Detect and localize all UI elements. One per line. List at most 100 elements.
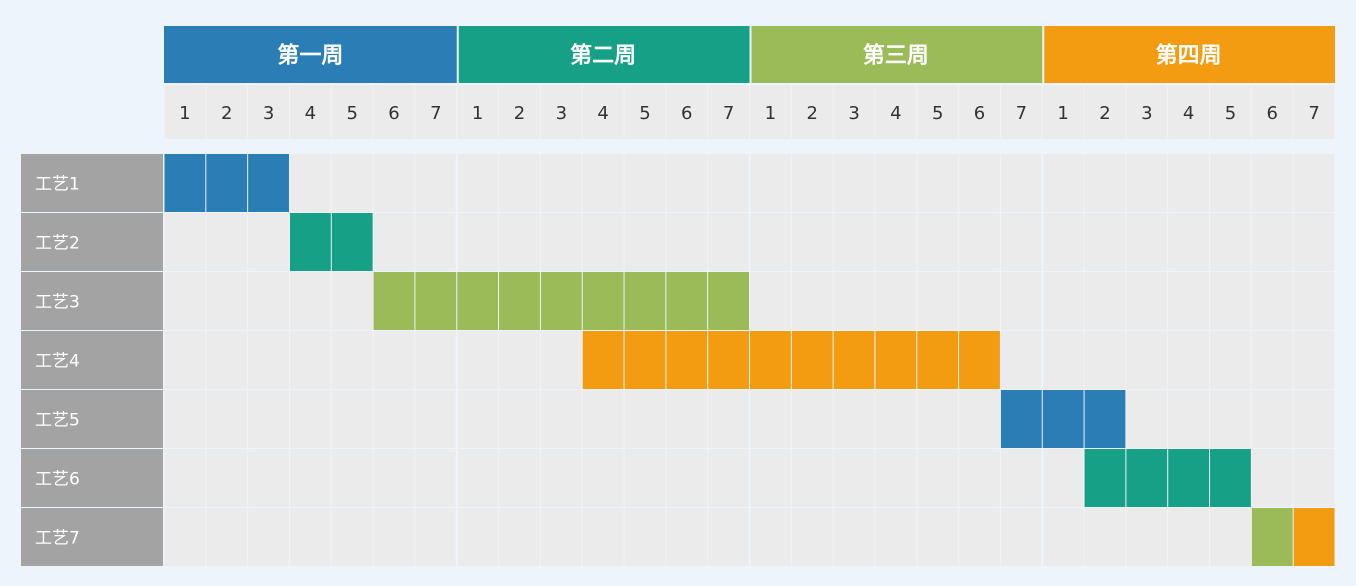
grid-cell bbox=[248, 390, 289, 448]
grid-cell bbox=[1042, 331, 1084, 389]
grid-cell bbox=[582, 213, 624, 271]
day-header-label: 5 bbox=[639, 103, 650, 124]
grid-cell bbox=[164, 390, 206, 448]
grid-cell bbox=[248, 449, 289, 507]
grid-cell bbox=[582, 449, 624, 507]
grid-cell bbox=[875, 449, 917, 507]
task-bar-cell bbox=[415, 272, 457, 330]
grid-cell bbox=[331, 154, 373, 212]
grid-cell bbox=[750, 154, 791, 212]
grid-cell bbox=[666, 154, 708, 212]
task-bar-cell bbox=[248, 154, 289, 212]
day-header-label: 2 bbox=[807, 103, 818, 124]
grid-cell bbox=[959, 508, 1000, 566]
day-header-cell bbox=[289, 85, 331, 139]
grid-cell bbox=[248, 508, 289, 566]
grid-cell bbox=[791, 390, 833, 448]
task-bar-cell bbox=[206, 154, 248, 212]
day-header-cell bbox=[1042, 85, 1084, 139]
grid-cell bbox=[457, 331, 499, 389]
grid-cell bbox=[1042, 154, 1084, 212]
day-header-cell bbox=[1000, 85, 1042, 139]
task-bar-cell bbox=[582, 331, 624, 389]
grid-cell bbox=[708, 213, 749, 271]
grid-cell bbox=[1042, 449, 1084, 507]
grid-cell bbox=[1293, 331, 1335, 389]
grid-cell bbox=[1168, 390, 1210, 448]
task-label-cell bbox=[21, 508, 163, 566]
grid-cell bbox=[1168, 508, 1210, 566]
day-header-label: 7 bbox=[723, 103, 734, 124]
day-header-label: 3 bbox=[1141, 103, 1152, 124]
task-bar-cell bbox=[1293, 508, 1335, 566]
grid-cell bbox=[1210, 154, 1251, 212]
grid-cell bbox=[499, 449, 540, 507]
task-label-cell bbox=[21, 390, 163, 448]
grid-cell bbox=[373, 331, 415, 389]
week-separator bbox=[455, 154, 458, 567]
grid-cell bbox=[1293, 213, 1335, 271]
day-header-cell bbox=[1210, 85, 1251, 139]
week-header-label: 第一周 bbox=[277, 43, 343, 69]
day-header-label: 2 bbox=[514, 103, 525, 124]
grid-cell bbox=[1126, 331, 1168, 389]
grid-cell bbox=[917, 449, 959, 507]
grid-cell bbox=[1293, 154, 1335, 212]
grid-cell bbox=[833, 390, 875, 448]
grid-cell bbox=[1042, 508, 1084, 566]
grid-cell bbox=[791, 272, 833, 330]
task-bar-cell bbox=[1126, 449, 1168, 507]
day-header-cell bbox=[917, 85, 959, 139]
week-separator bbox=[1041, 154, 1044, 567]
grid-cell bbox=[415, 154, 457, 212]
grid-cell bbox=[248, 272, 289, 330]
task-label: 工艺7 bbox=[35, 529, 80, 549]
day-header-label: 7 bbox=[1308, 103, 1319, 124]
task-bar-cell bbox=[373, 272, 415, 330]
grid-cell bbox=[206, 508, 248, 566]
task-bar-cell bbox=[1084, 390, 1126, 448]
grid-cell bbox=[457, 390, 499, 448]
day-header-cell bbox=[457, 85, 499, 139]
day-header-cell bbox=[206, 85, 248, 139]
grid-cell bbox=[289, 154, 331, 212]
grid-cell bbox=[1168, 272, 1210, 330]
grid-cell bbox=[917, 154, 959, 212]
grid-cell bbox=[917, 390, 959, 448]
grid-cell bbox=[1210, 213, 1251, 271]
task-bar-cell bbox=[1000, 390, 1042, 448]
grid-cell bbox=[1000, 154, 1042, 212]
grid-cell bbox=[875, 213, 917, 271]
day-header-cell bbox=[499, 85, 540, 139]
day-header-label: 6 bbox=[1267, 103, 1278, 124]
grid-cell bbox=[248, 213, 289, 271]
grid-cell bbox=[331, 449, 373, 507]
grid-cell bbox=[373, 449, 415, 507]
day-header-label: 2 bbox=[221, 103, 232, 124]
task-bar-cell bbox=[959, 331, 1000, 389]
grid-cell bbox=[289, 331, 331, 389]
grid-cell bbox=[875, 390, 917, 448]
day-header-cell bbox=[248, 85, 289, 139]
grid-cell bbox=[331, 331, 373, 389]
grid-cell bbox=[1042, 213, 1084, 271]
grid-cell bbox=[959, 213, 1000, 271]
grid-cell bbox=[373, 154, 415, 212]
grid-cell bbox=[833, 154, 875, 212]
grid-cell bbox=[206, 213, 248, 271]
task-label: 工艺4 bbox=[35, 352, 80, 372]
week-header-label: 第二周 bbox=[570, 43, 636, 69]
grid-cell bbox=[499, 331, 540, 389]
grid-cell bbox=[415, 390, 457, 448]
day-header-cell bbox=[875, 85, 917, 139]
grid-cell bbox=[289, 508, 331, 566]
day-header-label: 3 bbox=[848, 103, 859, 124]
week-header-bar bbox=[751, 26, 1043, 83]
grid-cell bbox=[164, 508, 206, 566]
week-header-bar bbox=[164, 26, 457, 83]
grid-cell bbox=[1251, 213, 1293, 271]
task-label-cell bbox=[21, 331, 163, 389]
grid-cell bbox=[1126, 272, 1168, 330]
task-bar-cell bbox=[791, 331, 833, 389]
week-header-bar bbox=[1044, 26, 1335, 83]
